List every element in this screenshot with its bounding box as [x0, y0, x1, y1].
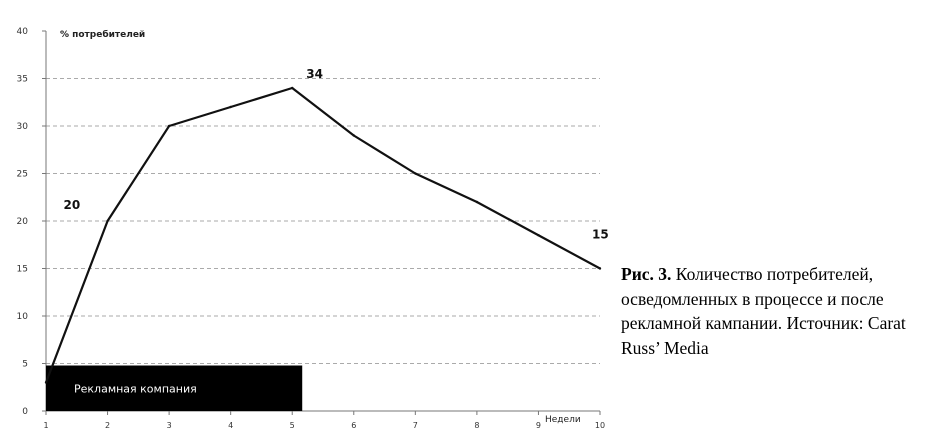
- x-tick-label: 10: [595, 421, 605, 430]
- figure-label: Рис. 3.: [621, 264, 672, 284]
- data-point: [229, 105, 232, 109]
- data-point: [44, 381, 48, 384]
- campaign-label: Рекламная компания: [74, 382, 197, 395]
- y-tick-label: 0: [22, 407, 28, 417]
- x-axis-label: Недели: [545, 415, 581, 425]
- data-point: [167, 124, 171, 128]
- data-point: [414, 172, 417, 175]
- y-tick-labels: 0 5 10 15 20 25 30 35 40: [17, 27, 46, 417]
- y-tick-label: 30: [17, 122, 29, 132]
- y-tick-label: 5: [22, 360, 28, 370]
- figure-caption: Рис. 3. Количество потребителей, осведом…: [621, 262, 926, 360]
- data-point: [475, 200, 479, 204]
- grid: [46, 78, 600, 364]
- data-point: [598, 267, 602, 270]
- series-polyline: [44, 86, 601, 383]
- data-point: [106, 219, 109, 223]
- y-tick-label: 35: [17, 75, 28, 85]
- y-tick-label: 40: [17, 27, 29, 37]
- x-tick-label: 6: [351, 421, 356, 430]
- x-tick-label: 9: [536, 421, 541, 430]
- data-label: 15: [592, 228, 609, 242]
- data-point: [537, 234, 540, 237]
- y-tick-label: 15: [17, 265, 28, 275]
- x-tick-label: 8: [474, 421, 479, 430]
- data-labels: 20 34 15: [64, 67, 609, 242]
- y-tick-label: 10: [17, 312, 29, 322]
- data-label: 34: [306, 67, 323, 81]
- x-tick-label: 2: [105, 421, 110, 430]
- campaign-bar: [46, 365, 303, 411]
- y-axis-label: % потребителей: [60, 29, 145, 40]
- data-point: [291, 86, 294, 90]
- x-tick-label: 3: [167, 421, 172, 430]
- x-tick-label: 1: [43, 421, 48, 430]
- data-point: [352, 134, 355, 137]
- figure-caption-text: Количество потребителей, осведомленных в…: [621, 264, 906, 358]
- x-tick-labels: 1 2 3 4 5 6 7 8 9 10: [43, 411, 605, 430]
- data-label: 20: [64, 198, 81, 212]
- y-tick-label: 20: [17, 217, 29, 227]
- series-line: [44, 86, 602, 384]
- x-tick-label: 4: [228, 421, 233, 430]
- y-tick-label: 25: [17, 170, 28, 180]
- x-tick-label: 5: [290, 421, 295, 430]
- x-tick-label: 7: [413, 421, 418, 430]
